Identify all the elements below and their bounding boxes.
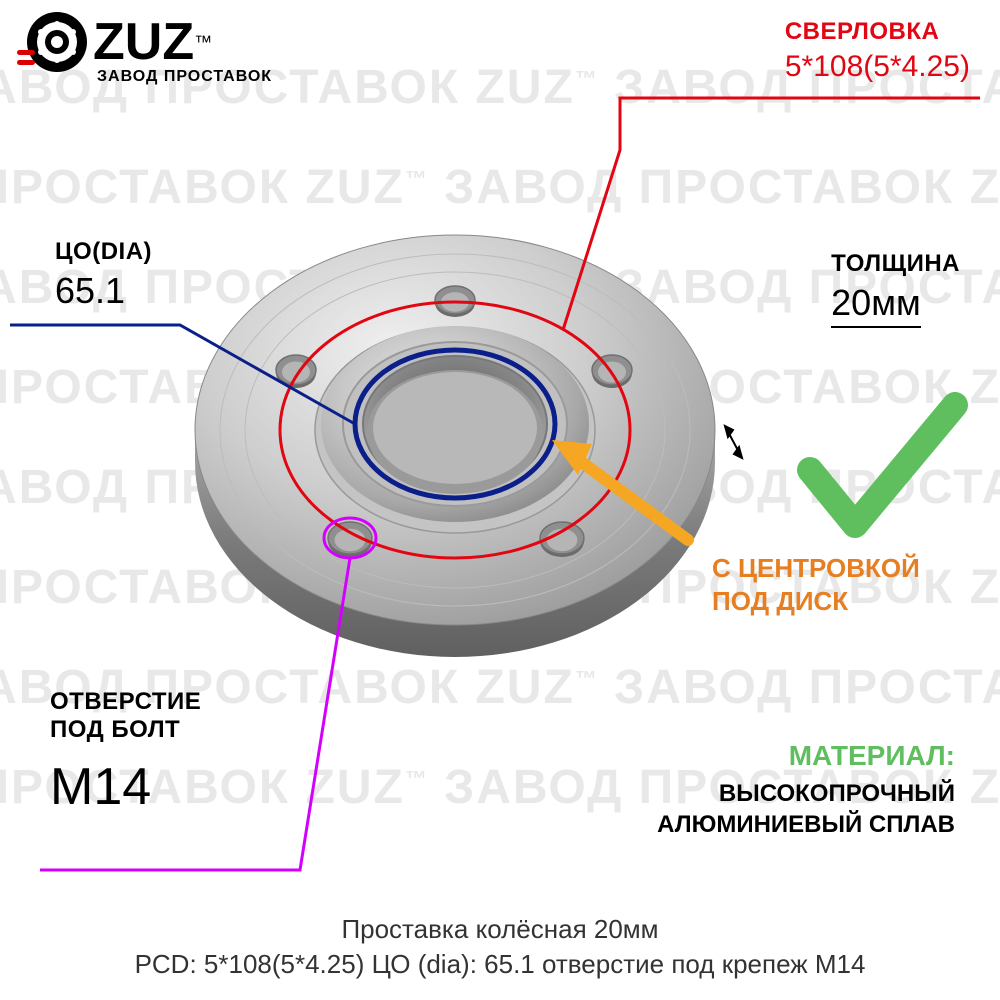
centering-line2: ПОД ДИСК: [712, 585, 920, 618]
thickness-value: 20мм: [831, 282, 921, 328]
centering-label: С ЦЕНТРОВКОЙ ПОД ДИСК: [712, 552, 920, 617]
bolt-label: ОТВЕРСТИЕ ПОД БОЛТ M14: [50, 688, 201, 817]
wheel-spacer-illustration: [0, 0, 1000, 1000]
drilling-title: СВЕРЛОВКА: [785, 18, 970, 46]
material-line1: ВЫСОКОПРОЧНЫЙ: [657, 778, 955, 809]
brand-subtitle: ЗАВОД ПРОСТАВОК: [97, 68, 272, 86]
brand-name: ZUZ: [93, 12, 194, 72]
material-title: МАТЕРИАЛ:: [657, 740, 955, 772]
bolt-title: ОТВЕРСТИЕ ПОД БОЛТ: [50, 688, 201, 743]
centering-line1: С ЦЕНТРОВКОЙ: [712, 552, 920, 585]
brand-tm: ™: [194, 32, 212, 53]
drilling-value: 5*108(5*4.25): [785, 50, 970, 84]
footer-line2: PCD: 5*108(5*4.25) ЦО (dia): 65.1 отверс…: [0, 947, 1000, 982]
material-line2: АЛЮМИНИЕВЫЙ СПЛАВ: [657, 809, 955, 840]
footer-line1: Проставка колёсная 20мм: [0, 912, 1000, 947]
material-label: МАТЕРИАЛ: ВЫСОКОПРОЧНЫЙ АЛЮМИНИЕВЫЙ СПЛА…: [657, 740, 955, 840]
thickness-title: ТОЛЩИНА: [831, 250, 960, 278]
bolt-value: M14: [50, 757, 201, 817]
thickness-label: ТОЛЩИНА 20мм: [831, 250, 960, 328]
footer-caption: Проставка колёсная 20мм PCD: 5*108(5*4.2…: [0, 912, 1000, 982]
dia-label: ЦО(DIA) 65.1: [55, 238, 152, 312]
bearing-icon: [15, 10, 93, 74]
dia-title: ЦО(DIA): [55, 238, 152, 266]
drilling-label: СВЕРЛОВКА 5*108(5*4.25): [785, 18, 970, 84]
dia-value: 65.1: [55, 270, 152, 312]
brand-logo: ZUZ™ ЗАВОД ПРОСТАВОК: [15, 10, 272, 86]
